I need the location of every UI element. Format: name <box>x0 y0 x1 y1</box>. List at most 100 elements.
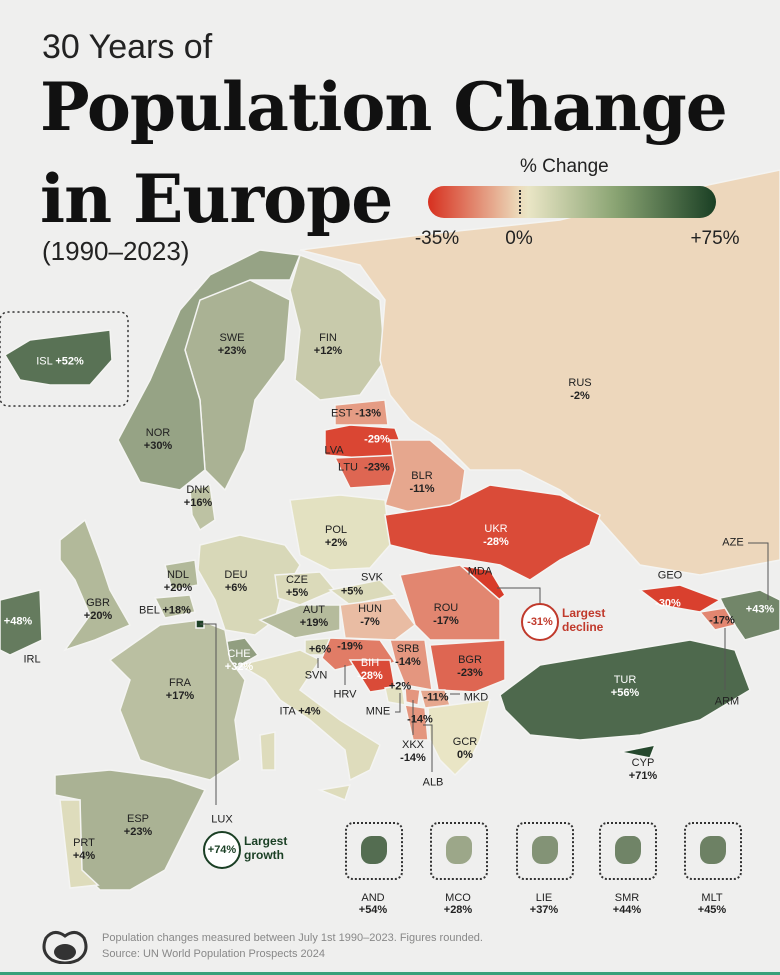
country-value: +30% <box>143 440 173 452</box>
country-label-mkd: -11% <box>423 692 448 705</box>
country-label-ukr: UKR -28% <box>483 523 509 549</box>
legend-zero-marker <box>519 190 521 214</box>
legend-title: % Change <box>520 156 609 177</box>
country-value: -11% <box>409 483 435 495</box>
country-value: -17% <box>433 615 459 627</box>
country-esp <box>54 769 207 891</box>
country-value: +4% <box>72 850 96 862</box>
country-isl <box>3 329 113 386</box>
country-label-hrv: -19% <box>337 641 363 654</box>
country-value: +12% <box>313 345 343 357</box>
country-code: DNK <box>186 484 210 496</box>
country-code: ARM <box>714 695 740 708</box>
title-period: (1990–2023) <box>42 236 190 266</box>
country-label-rou: ROU -17% <box>433 602 459 628</box>
country-prt <box>59 799 100 889</box>
microstate-code: MCO <box>445 892 471 904</box>
country-value: -17% <box>709 614 735 627</box>
microstate-and: AND +54% <box>345 822 403 916</box>
country-code: DEU <box>224 569 248 581</box>
country-value: -29% <box>364 433 390 446</box>
leader-aze <box>748 542 769 600</box>
country-value: +52% <box>55 355 84 368</box>
country-value: +2% <box>324 537 348 549</box>
country-code: ISL <box>36 355 53 368</box>
country-value: +4% <box>298 705 321 718</box>
country-code: HRV <box>333 688 357 701</box>
country-ita <box>238 649 381 801</box>
country-code: TUR <box>613 674 637 686</box>
microstate-value: +28% <box>443 904 473 916</box>
country-code: ROU <box>433 602 459 614</box>
country-label-lux: LUX <box>211 814 232 827</box>
country-code: LVA <box>324 444 344 457</box>
country-label-nor: NOR +30% <box>144 427 172 453</box>
country-value: -28% <box>483 536 509 548</box>
largest-decline-text2: decline <box>562 620 604 634</box>
country-label-ltu: LTU <box>338 462 358 475</box>
country-dnk <box>189 484 216 532</box>
country-label-svn: +6% <box>309 644 331 657</box>
country-code: SWE <box>219 332 245 344</box>
country-est <box>334 399 389 426</box>
largest-growth-circle: +74% <box>203 831 241 869</box>
country-bgr <box>429 639 506 693</box>
country-code: NOR <box>145 427 171 439</box>
country-code: POL <box>324 524 348 536</box>
country-pol <box>289 494 391 571</box>
country-cyp <box>619 743 657 759</box>
country-code: CHE <box>227 648 251 660</box>
country-alb <box>404 704 429 741</box>
leader-lux <box>200 623 217 805</box>
country-label-hrv: HRV <box>333 689 356 702</box>
country-label-dnk: DNK +16% <box>184 484 212 510</box>
country-value: +71% <box>628 770 658 782</box>
microstate-shape <box>700 836 726 864</box>
country-label-ltu: -23% <box>364 462 390 475</box>
country-label-irl: +48% <box>4 616 32 629</box>
microstate-lie: LIE +37% <box>516 822 574 916</box>
country-ndl <box>164 559 199 591</box>
legend-min-label: -35% <box>414 228 460 249</box>
country-label-irl: IRL <box>23 654 40 667</box>
country-label-gbr: GBR +20% <box>84 597 112 623</box>
country-code: XKX <box>401 739 424 751</box>
country-label-alb: ALB <box>423 777 444 790</box>
legend-mid-label: 0% <box>505 228 533 249</box>
country-label-arm: -17% <box>709 615 735 628</box>
country-value: +23% <box>217 345 247 357</box>
country-tur <box>499 639 751 741</box>
country-xkx <box>404 687 421 706</box>
country-label-aze: AZE <box>722 537 743 550</box>
country-label-pol: POL +2% <box>325 524 347 550</box>
country-label-aze: +43% <box>746 604 774 617</box>
country-label-bih: BIH -28% <box>357 657 383 683</box>
country-code: AUT <box>302 604 325 616</box>
country-value: +5% <box>340 585 364 598</box>
country-code: MNE <box>365 705 391 718</box>
country-code: GBR <box>86 597 110 609</box>
country-label-swe: SWE +23% <box>218 332 246 358</box>
country-code: HUN <box>358 603 382 615</box>
title-line2: Population Change <box>40 68 728 146</box>
country-value: -14% <box>395 656 421 668</box>
country-value: -30% <box>655 597 681 610</box>
country-label-hun: HUN -7% <box>358 603 382 629</box>
country-code: BIH <box>360 657 380 669</box>
country-code: SVK <box>360 571 384 584</box>
country-code: BLR <box>411 470 433 482</box>
country-code: MKD <box>463 691 489 704</box>
country-value: -28% <box>357 670 383 682</box>
country-label-mne: MNE <box>366 706 390 719</box>
microstate-shape <box>446 836 472 864</box>
microstate-mco: MCO +28% <box>430 822 488 916</box>
country-code: BEL <box>139 604 160 617</box>
country-label-prt: PRT +4% <box>73 837 95 863</box>
country-code: NDL <box>166 569 190 581</box>
country-label-esp: ESP +23% <box>124 813 152 839</box>
country-value: +18% <box>162 604 191 617</box>
microstate-shape <box>615 836 641 864</box>
country-value: -14% <box>407 713 433 726</box>
country-value: +19% <box>299 617 329 629</box>
